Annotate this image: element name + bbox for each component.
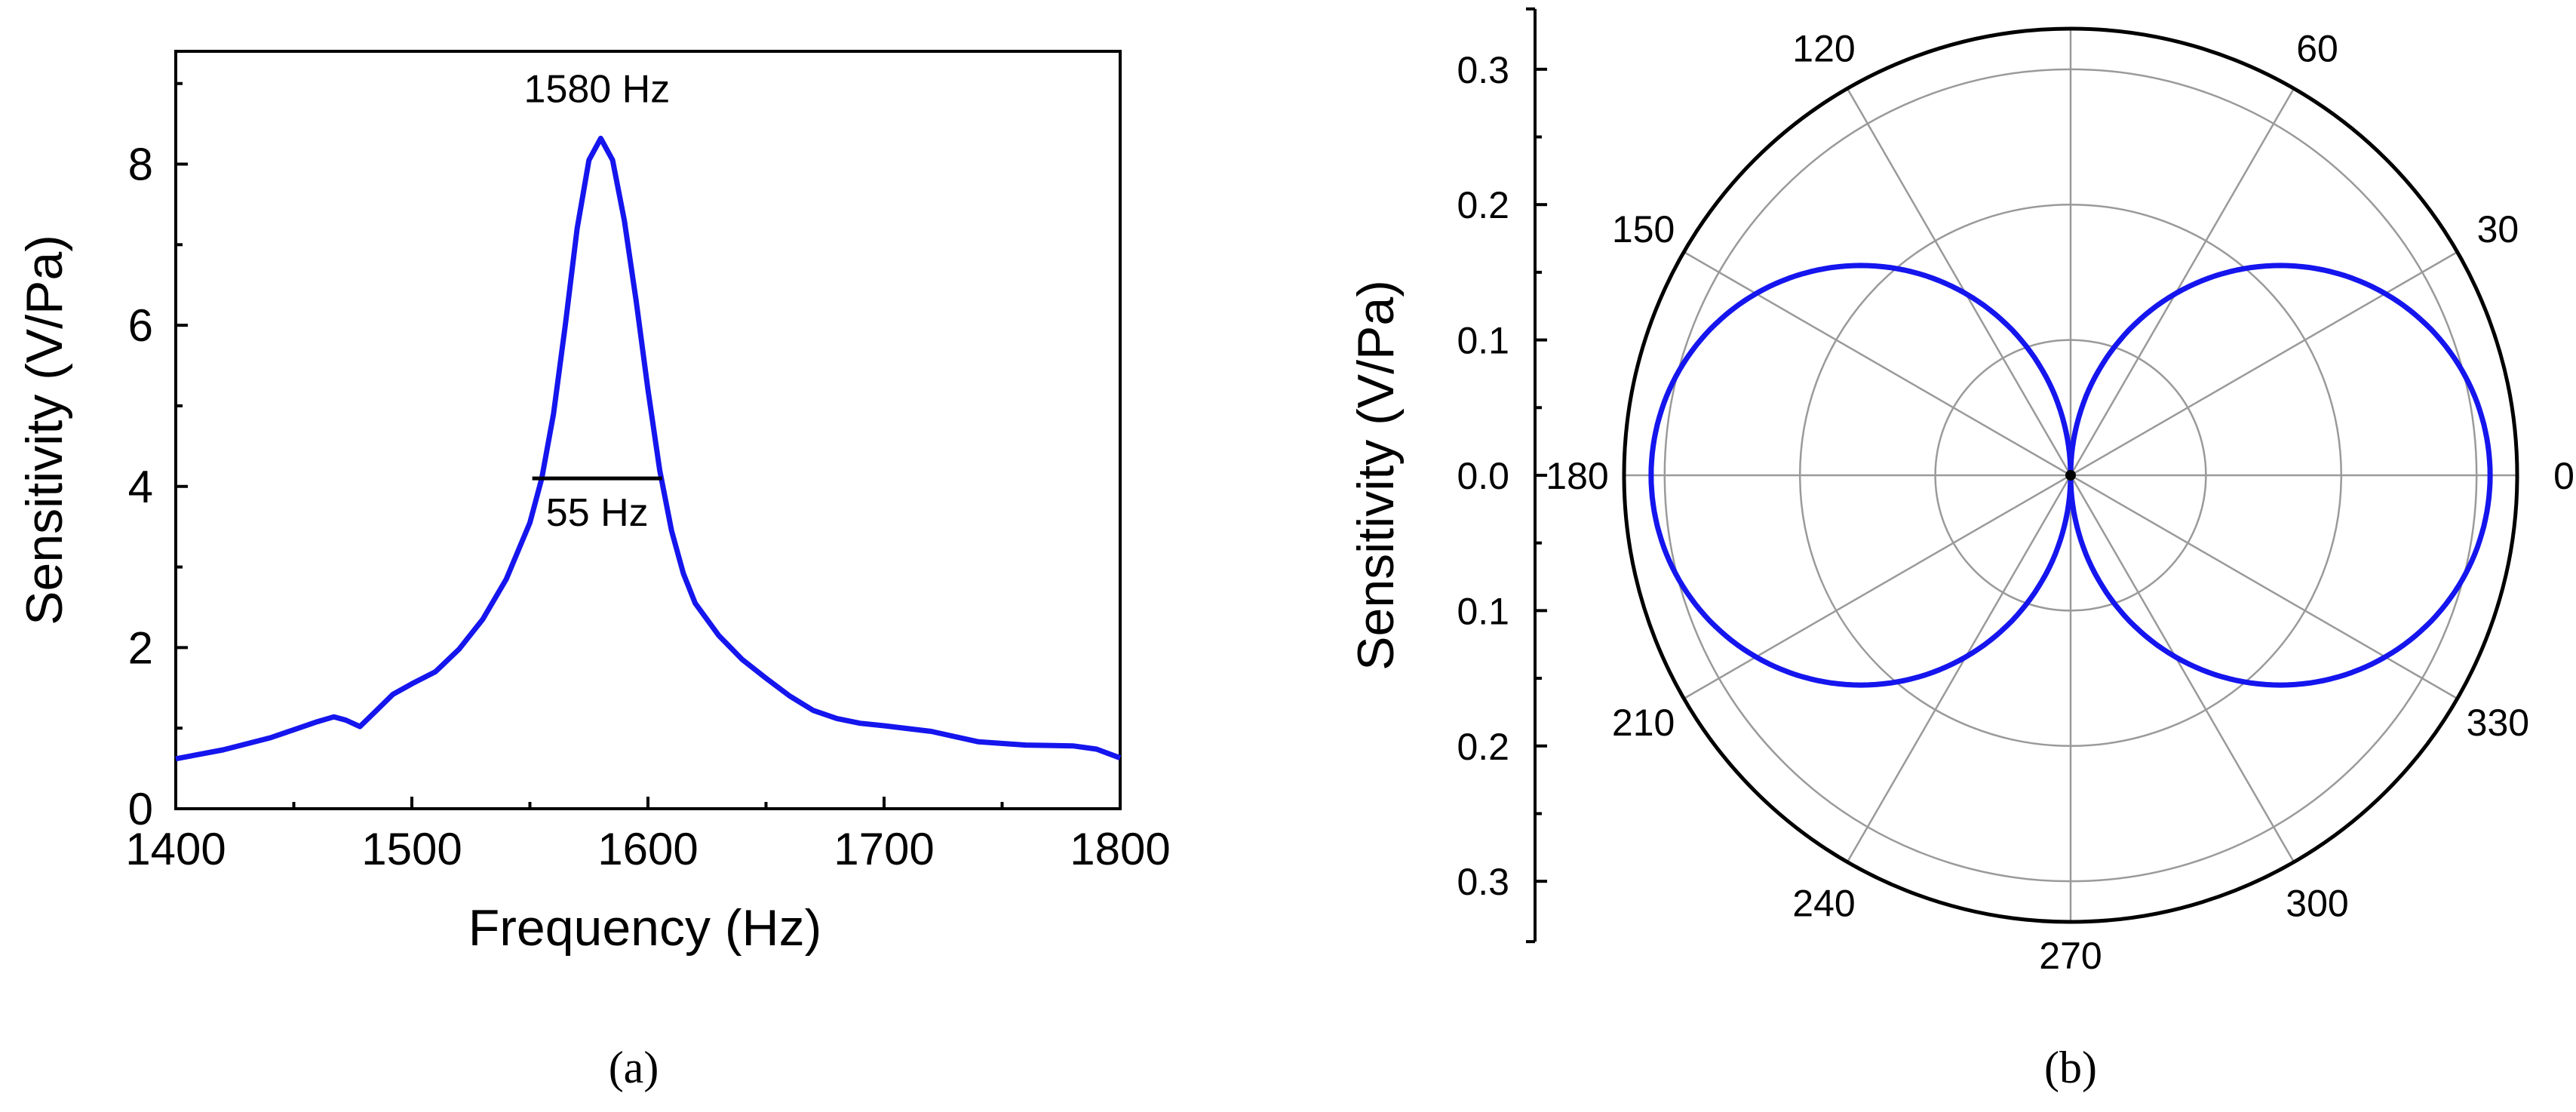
polar-grid-spoke <box>2069 475 2295 863</box>
angle-label: 150 <box>1612 208 1675 250</box>
y-tick-label-a: 8 <box>128 140 153 190</box>
angle-label: 270 <box>2039 935 2102 977</box>
y-tick-label-b: 0.1 <box>1457 590 1509 632</box>
y-tick-label-b: 0.3 <box>1457 861 1509 903</box>
x-tick-label-a: 1600 <box>597 824 698 874</box>
y-tick-label-b: 0.2 <box>1457 726 1509 768</box>
y-tick-label-a: 6 <box>128 300 153 351</box>
angle-label: 0 <box>2553 455 2574 497</box>
angle-label: 240 <box>1792 882 1855 924</box>
polar-grid-spoke <box>1683 250 2071 477</box>
x-axis-title-a: Frequency (Hz) <box>468 899 822 957</box>
plot-frame-a <box>174 50 1122 810</box>
series-line-directivity <box>1648 263 2493 688</box>
angle-label: 60 <box>2296 28 2338 70</box>
y-tick-label-b: 0.3 <box>1457 49 1509 91</box>
peak-annotation: 1580 Hz <box>524 67 671 111</box>
panel-label-a: (a) <box>609 1043 659 1092</box>
polar-grid-spoke <box>1683 474 2071 700</box>
y-axis-title-b: Sensitivity (V/Pa) <box>1347 280 1405 671</box>
panel-label-b: (b) <box>2044 1043 2097 1092</box>
polar-grid-spoke <box>1846 88 2072 476</box>
x-tick-label-a: 1700 <box>834 824 934 874</box>
angle-label: 30 <box>2477 208 2519 250</box>
y-tick-label-a: 0 <box>128 784 153 834</box>
angle-label: 120 <box>1792 28 1855 70</box>
y-tick-label-a: 2 <box>128 622 153 673</box>
y-tick-label-b: 0.2 <box>1457 184 1509 226</box>
x-tick-label-a: 1800 <box>1070 824 1170 874</box>
angle-label: 210 <box>1612 702 1675 744</box>
x-tick-label-a: 1400 <box>125 824 226 874</box>
panel-b: 0 30 60 120 150 180 210 240 270 300 330 0.3 0.2 0.1 0… <box>1347 7 2574 1092</box>
polar-grid-spoke <box>2070 474 2458 700</box>
y-tick-label-a: 4 <box>128 462 153 512</box>
bandwidth-annotation: 55 Hz <box>546 491 649 535</box>
polar-outer-circle <box>1622 26 2519 924</box>
y-tick-label-b: 0.0 <box>1457 455 1509 497</box>
angle-label: 180 <box>1546 455 1608 497</box>
y-axis-title-a: Sensitivity (V/Pa) <box>16 235 73 625</box>
polar-origin-marker <box>2065 470 2076 481</box>
x-tick-label-a: 1500 <box>361 824 462 874</box>
polar-grid-spoke <box>2069 88 2295 476</box>
polar-grid-spoke <box>2070 250 2458 477</box>
angle-label: 300 <box>2286 882 2348 924</box>
polar-grid-spoke <box>1846 475 2072 863</box>
series-line-sensitivity <box>175 135 1122 762</box>
angle-label: 330 <box>2467 702 2529 744</box>
y-tick-label-b: 0.1 <box>1457 320 1509 362</box>
